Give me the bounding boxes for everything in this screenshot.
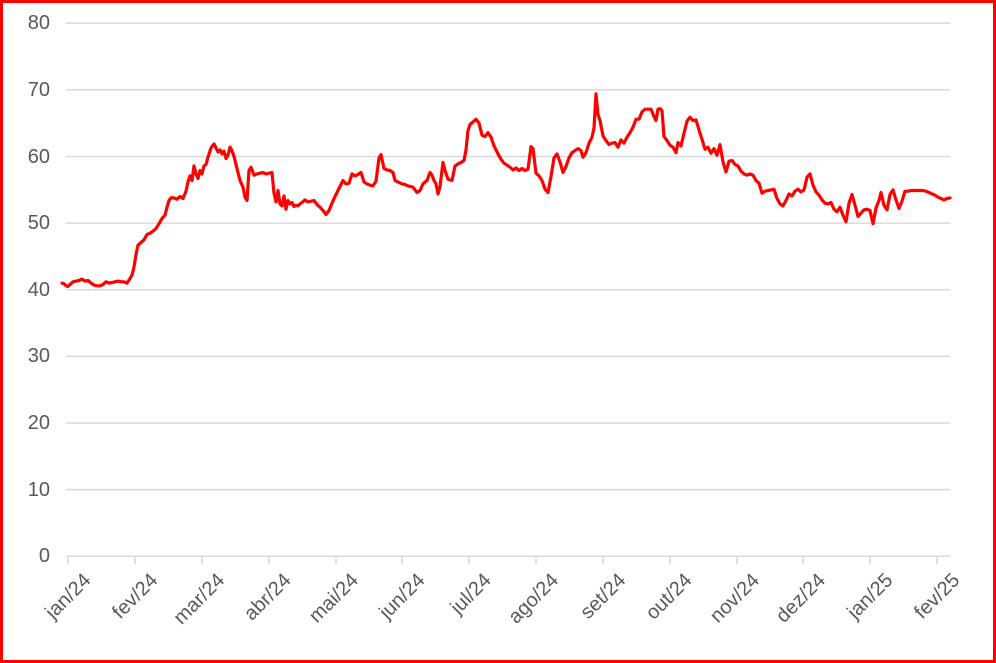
gridlines-group — [66, 22, 950, 558]
y-axis-label-60: 60 — [27, 145, 50, 168]
y-axis-label-50: 50 — [27, 212, 50, 235]
x-axis-ticks-group — [67, 556, 938, 565]
y-axis-label-20: 20 — [27, 412, 50, 435]
y-axis-label-30: 30 — [27, 345, 50, 368]
line-chart-canvas — [60, 22, 952, 565]
y-axis-label-70: 70 — [27, 78, 50, 101]
price-series-line — [60, 92, 952, 289]
y-axis-label-40: 40 — [27, 278, 50, 301]
y-axis-label-10: 10 — [27, 478, 50, 501]
y-axis-label-0: 0 — [38, 545, 50, 568]
y-axis-label-80: 80 — [27, 12, 50, 35]
